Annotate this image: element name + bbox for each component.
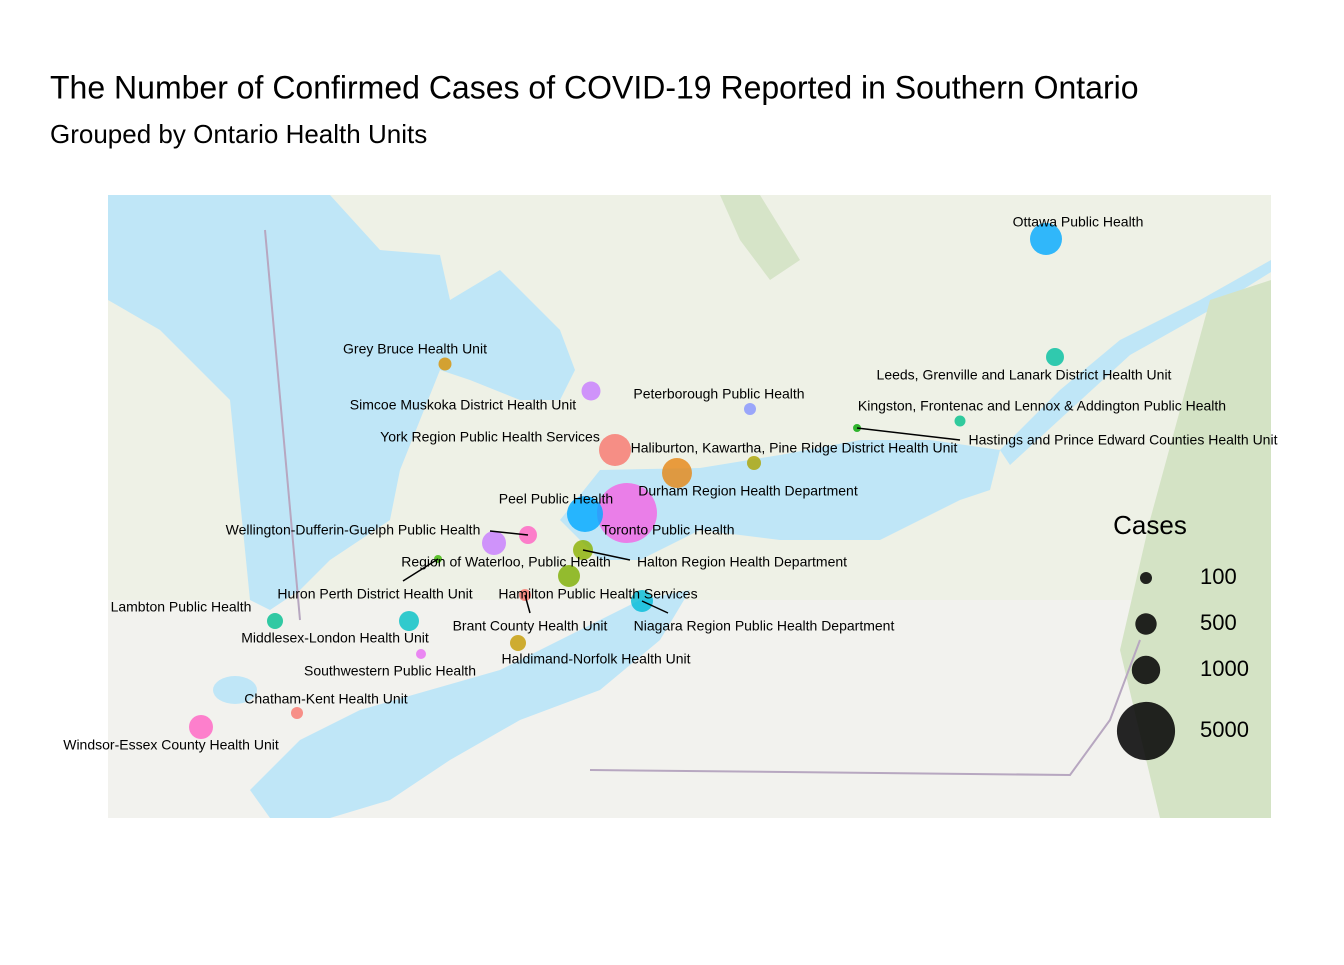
bubble — [399, 611, 419, 631]
point-label: Huron Perth District Health Unit — [277, 586, 472, 602]
bubble — [1029, 222, 1063, 256]
point-label: Toronto Public Health — [601, 522, 734, 538]
bubble — [189, 715, 213, 739]
leader-line — [582, 549, 631, 561]
point-label: Hamilton Public Health Services — [498, 586, 697, 602]
bubble — [566, 495, 604, 533]
point-label: Middlesex-London Health Unit — [241, 630, 429, 646]
bubble — [662, 458, 692, 488]
legend-key — [1116, 701, 1176, 761]
chart-title: The Number of Confirmed Cases of COVID-1… — [50, 69, 1139, 105]
point-label: Niagara Region Public Health Department — [634, 618, 895, 634]
bubble — [746, 455, 762, 471]
point-label: Southwestern Public Health — [304, 663, 476, 679]
legend-key — [1140, 572, 1152, 584]
point-label: Ottawa Public Health — [1013, 214, 1144, 230]
point-label: Halton Region Health Department — [637, 554, 847, 570]
bubble — [597, 483, 657, 543]
leader-line — [489, 530, 529, 536]
point-label: Haldimand-Norfolk Health Unit — [501, 651, 690, 667]
legend-key — [1131, 655, 1161, 685]
leader-line — [402, 558, 439, 582]
bubble — [598, 433, 632, 467]
bubble — [558, 565, 580, 587]
point-label: Peel Public Health — [499, 491, 613, 507]
point-label: Wellington-Dufferin-Guelph Public Health — [226, 522, 481, 538]
legend-key — [1135, 613, 1157, 635]
point-label: Kingston, Frontenac and Lennox & Addingt… — [858, 398, 1226, 414]
leader-line — [856, 427, 961, 441]
point-label: Grey Bruce Health Unit — [343, 341, 487, 357]
legend-label: 500 — [1200, 610, 1237, 635]
point-label: Windsor-Essex County Health Unit — [63, 737, 279, 753]
bubble — [581, 381, 601, 401]
point-label: Lambton Public Health — [111, 599, 252, 615]
legend-label: 5000 — [1200, 717, 1249, 742]
legend-label: 100 — [1200, 564, 1237, 589]
point-label: Leeds, Grenville and Lanark District Hea… — [877, 367, 1172, 383]
point-label: Region of Waterloo, Public Health — [401, 554, 611, 570]
basemap — [108, 195, 1271, 818]
point-label: Haliburton, Kawartha, Pine Ridge Distric… — [631, 440, 958, 456]
legend-title: Cases — [1113, 510, 1187, 540]
point-label: Durham Region Health Department — [638, 483, 858, 499]
point-label: Hastings and Prince Edward Counties Heal… — [969, 432, 1278, 448]
leader-line — [524, 594, 531, 614]
point-label: Simcoe Muskoka District Health Unit — [350, 397, 577, 413]
point-label: York Region Public Health Services — [380, 429, 600, 445]
bubble — [1046, 348, 1064, 366]
bubble — [482, 531, 506, 555]
bubble — [438, 357, 452, 371]
bubble — [954, 415, 966, 427]
bubble — [291, 707, 303, 719]
bubble — [416, 649, 426, 659]
bubble — [744, 403, 756, 415]
chart-subtitle: Grouped by Ontario Health Units — [50, 119, 427, 149]
leader-line — [641, 600, 669, 614]
point-label: Brant County Health Unit — [453, 618, 608, 634]
bubble — [509, 634, 527, 652]
point-label: Chatham-Kent Health Unit — [244, 691, 408, 707]
point-label: Peterborough Public Health — [633, 386, 804, 402]
bubble — [266, 612, 284, 630]
legend-label: 1000 — [1200, 656, 1249, 681]
